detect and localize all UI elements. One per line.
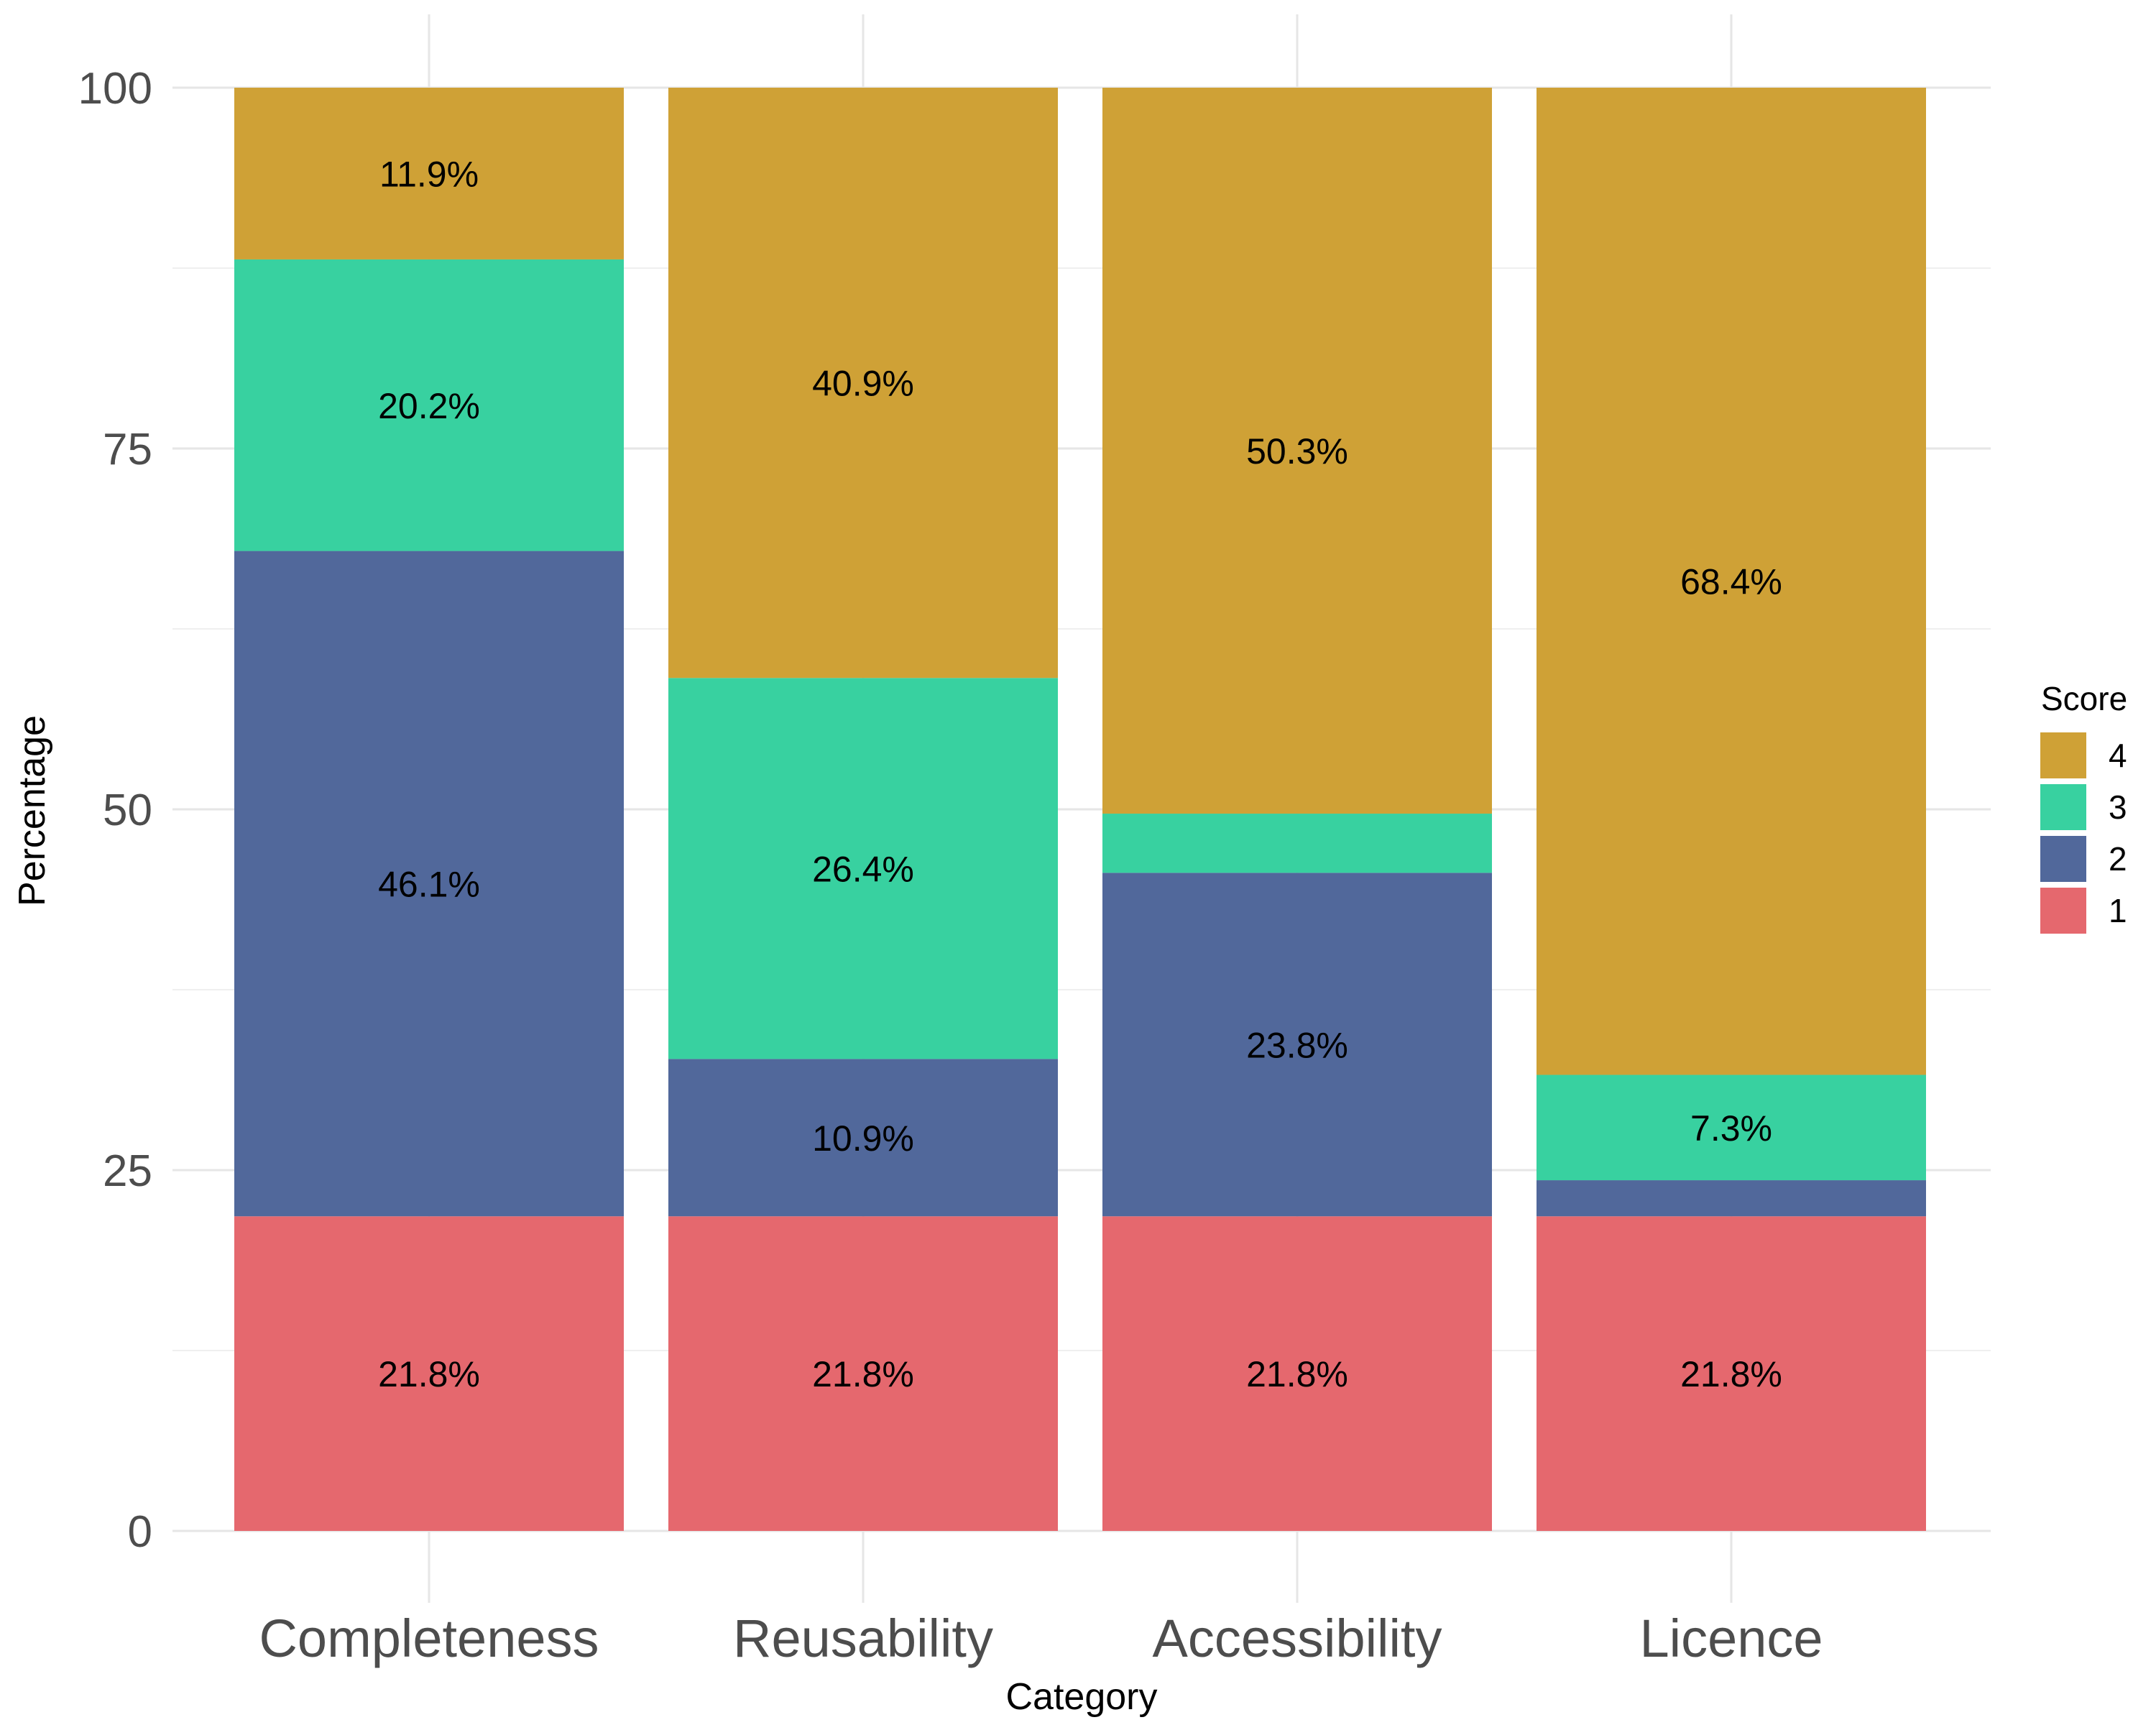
bar-segment (234, 551, 624, 1217)
legend-swatch (2039, 783, 2088, 832)
data-label: 11.9% (379, 154, 479, 194)
data-label: 40.9% (812, 364, 914, 404)
bar-segment (234, 1216, 624, 1531)
legend-swatch (2039, 731, 2088, 780)
y-tick-label: 25 (103, 1146, 152, 1196)
y-tick-label: 0 (128, 1507, 152, 1557)
data-label: 21.8% (812, 1354, 914, 1394)
x-tick-label: Licence (1639, 1609, 1823, 1668)
data-label: 7.3% (1690, 1108, 1772, 1149)
axis-ticks: 0 25 50 75 100 Completeness Reusability Accessi… (78, 64, 1823, 1668)
y-tick-label: 50 (103, 786, 152, 835)
bar-segment (1537, 1180, 1926, 1217)
bar-segment (1102, 1216, 1492, 1531)
data-label: 20.2% (378, 386, 480, 426)
y-axis-title: Percentage (11, 715, 53, 906)
data-label: 68.4% (1680, 562, 1782, 602)
data-label: 21.8% (1680, 1354, 1782, 1394)
y-tick-label: 100 (78, 64, 152, 114)
legend-label: 4 (2109, 737, 2127, 774)
bar-segment (1102, 873, 1492, 1217)
data-label: 50.3% (1246, 431, 1348, 472)
bars (234, 88, 1926, 1531)
data-label: 46.1% (378, 864, 480, 904)
x-tick-label: Completeness (259, 1609, 599, 1668)
bar-segment (1102, 88, 1492, 814)
legend: Score 4 3 2 1 (2039, 680, 2127, 935)
bar-segment (668, 88, 1058, 678)
legend-label: 3 (2109, 788, 2127, 826)
bar-segment (234, 259, 624, 551)
legend-label: 1 (2109, 892, 2127, 929)
legend-swatch (2039, 834, 2088, 883)
bar-segment (1537, 88, 1926, 1075)
legend-title: Score (2041, 680, 2127, 717)
data-label: 21.8% (378, 1354, 480, 1394)
bar-segment (668, 1059, 1058, 1217)
bar-segment (1537, 1075, 1926, 1181)
bar-segment (234, 88, 624, 259)
bar-segment (1537, 1216, 1926, 1531)
x-tick-label: Accessibility (1153, 1609, 1442, 1668)
bar-segment (668, 1216, 1058, 1531)
data-label: 26.4% (812, 849, 914, 889)
x-tick-label: Reusability (733, 1609, 993, 1668)
data-label: 21.8% (1246, 1354, 1348, 1394)
bar-segment (1102, 814, 1492, 873)
legend-swatch (2039, 886, 2088, 935)
legend-label: 2 (2109, 840, 2127, 878)
y-tick-label: 75 (103, 425, 152, 474)
x-axis-title: Category (1006, 1676, 1158, 1718)
data-label: 10.9% (812, 1118, 914, 1159)
bar-segment (668, 678, 1058, 1059)
data-label: 23.8% (1246, 1025, 1348, 1065)
segment-labels: 21.8% 46.1% 20.2% 11.9% 21.8% 10.9% 26.4% 40.9%… (378, 154, 1782, 1394)
